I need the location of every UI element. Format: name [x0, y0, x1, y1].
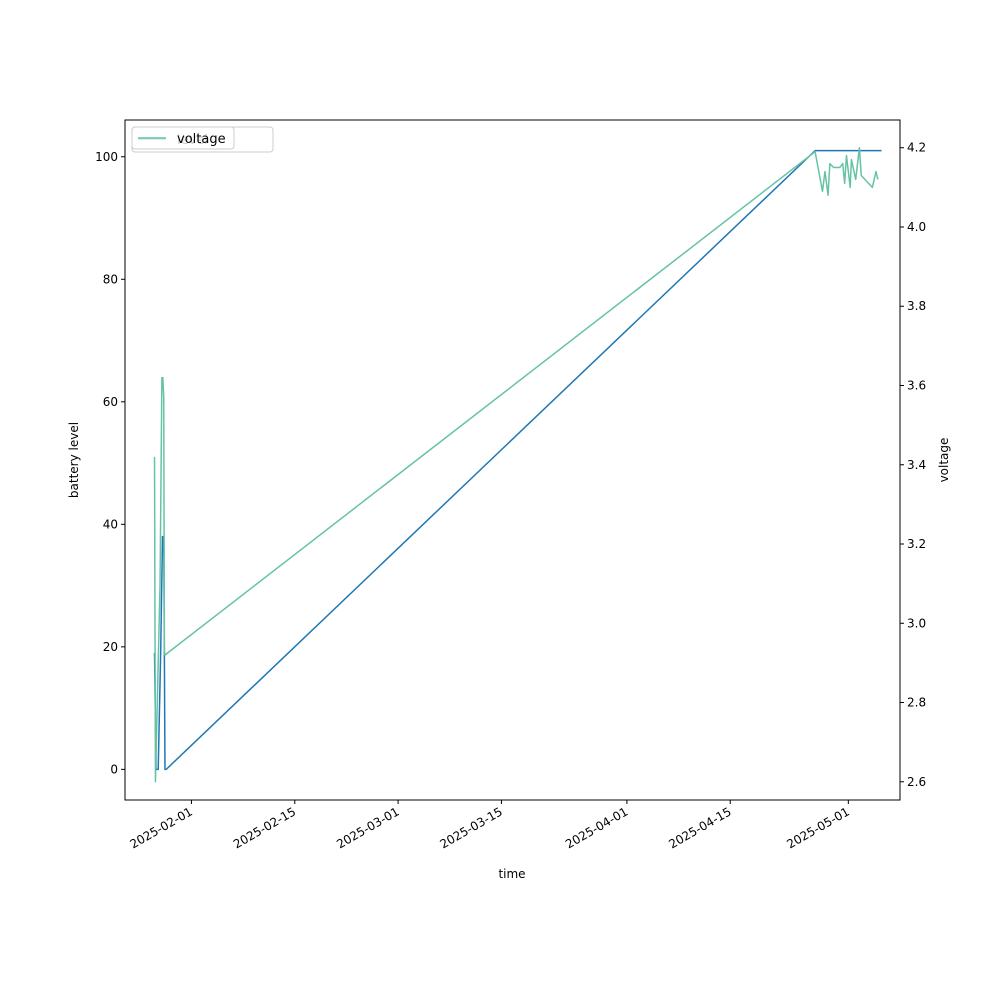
right-y-tick-label: 3.0 [907, 616, 926, 630]
left-y-tick-label: 80 [103, 272, 118, 286]
left-y-tick-label: 20 [103, 640, 118, 654]
right-y-tick-label: 2.6 [907, 775, 926, 789]
right-y-tick-label: 4.0 [907, 220, 926, 234]
plot-frame [124, 119, 901, 801]
series-line-level [153, 149, 882, 771]
right-y-tick-label: 3.2 [907, 537, 926, 551]
left-y-tick-label: 0 [110, 762, 118, 776]
right-y-tick-label: 3.6 [907, 379, 926, 393]
legend-voltage: voltage [131, 126, 235, 150]
right-y-tick-label: 3.4 [907, 458, 926, 472]
plot-series [153, 146, 882, 783]
right-axis-label: voltage [937, 438, 951, 483]
series-line-voltage [153, 146, 879, 783]
right-y-axis: 2.6 2.8 3.0 3.2 3.4 3.6 3.8 4.0 4.2 [900, 141, 926, 789]
left-y-tick-label: 100 [95, 150, 118, 164]
left-y-tick-label: 60 [103, 395, 118, 409]
x-axis-label: time [498, 867, 525, 881]
legend-voltage-label: voltage [177, 132, 226, 147]
legend-voltage-frame [131, 126, 235, 150]
right-y-tick-label: 2.8 [907, 696, 926, 710]
left-axis-label: battery level [67, 422, 81, 498]
right-y-tick-label: 4.2 [907, 141, 926, 155]
left-y-tick-label: 40 [103, 517, 118, 531]
right-y-tick-label: 3.8 [907, 299, 926, 313]
left-y-axis: 0 20 40 60 80 100 [95, 150, 125, 776]
